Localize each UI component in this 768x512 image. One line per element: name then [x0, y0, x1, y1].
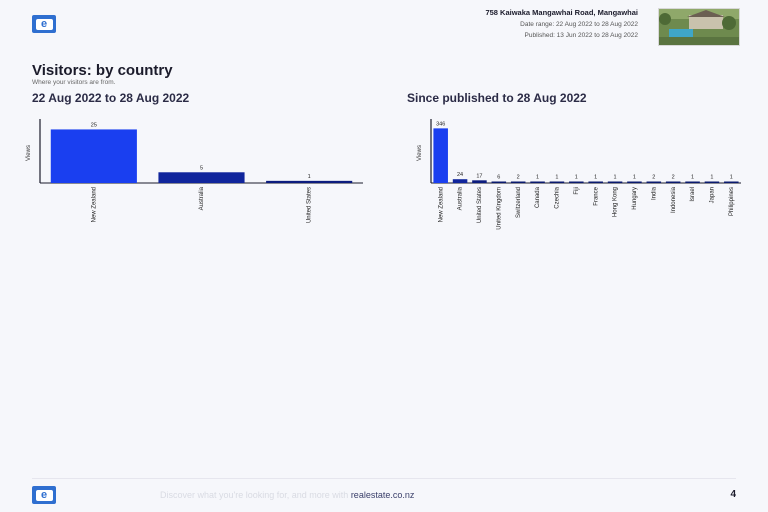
data-label-new-zealand: 346	[436, 121, 445, 127]
bar-hong-kong	[607, 181, 623, 183]
tick-label-new-zealand: New Zealand	[91, 187, 97, 222]
published-range: Published: 13 Jun 2022 to 28 Aug 2022	[524, 32, 638, 39]
bar-indonesia	[665, 181, 681, 183]
footer-divider	[32, 478, 736, 479]
data-label-canada: 1	[536, 175, 539, 181]
data-label-new-zealand: 25	[91, 122, 97, 128]
footer-logo-icon[interactable]: e	[32, 486, 56, 504]
data-label-israel: 1	[691, 175, 694, 181]
bar-australia	[158, 172, 245, 183]
tick-label-australia: Australia	[199, 186, 205, 210]
bar-france	[588, 181, 603, 183]
tick-label-hungary: Hungary	[632, 187, 638, 210]
chart-title-recent: 22 Aug 2022 to 28 Aug 2022	[32, 91, 190, 105]
date-range: Date range: 22 Aug 2022 to 28 Aug 2022	[520, 21, 638, 28]
tick-label-fiji: Fiji	[574, 187, 580, 195]
logo-glyph: e	[40, 488, 48, 501]
bar-canada	[530, 181, 545, 183]
section-title: Visitors: by country	[32, 62, 173, 79]
bar-czechia	[549, 181, 565, 183]
data-label-united-states: 17	[476, 173, 482, 179]
bar-new-zealand	[433, 128, 448, 183]
data-label-australia: 24	[457, 172, 463, 178]
bar-hungary	[627, 181, 642, 183]
bar-japan	[704, 181, 720, 183]
property-address: 758 Kaiwaka Mangawhai Road, Mangawhai	[485, 8, 638, 17]
bar-new-zealand	[50, 129, 137, 183]
tick-label-france: France	[593, 186, 599, 205]
bar-united-kingdom	[491, 181, 507, 183]
logo-inner: e	[35, 488, 53, 501]
footer-site-link[interactable]: realestate.co.nz	[350, 490, 415, 500]
data-label-france: 1	[594, 175, 597, 181]
property-photo	[658, 8, 740, 46]
data-label-switzerland: 2	[517, 175, 520, 181]
logo-glyph: e	[40, 17, 48, 30]
data-label-hong-kong: 1	[614, 175, 617, 181]
bar-switzerland	[510, 181, 526, 183]
bar-india	[646, 181, 662, 183]
tick-label-czechia: Czechia	[555, 186, 561, 208]
bar-philippines	[724, 181, 739, 183]
data-label-philippines: 1	[730, 175, 733, 181]
data-label-india: 2	[652, 175, 655, 181]
data-label-hungary: 1	[633, 175, 636, 181]
tick-label-new-zealand: New Zealand	[438, 187, 444, 222]
page-number: 4	[730, 489, 736, 500]
tick-label-united-states: United States	[307, 187, 313, 223]
tick-label-indonesia: Indonesia	[671, 186, 677, 213]
tick-label-switzerland: Switzerland	[516, 187, 522, 218]
footer-tagline-text: Discover what you're looking for, and mo…	[160, 490, 351, 500]
views-by-country-recent-chart: Views 25 New Zealand 5 Australia 1 United Stat…	[26, 108, 368, 238]
data-label-australia: 5	[200, 165, 203, 171]
data-label-united-kingdom: 6	[497, 175, 500, 181]
data-label-united-states: 1	[308, 174, 311, 180]
bar-australia	[452, 179, 468, 183]
data-label-japan: 1	[710, 175, 713, 181]
views-by-country-since-published-chart: Views 346 New Zealand 24 Australia 17 United S…	[405, 108, 750, 238]
bar-fiji	[569, 181, 584, 183]
tick-label-israel: Israel	[690, 187, 696, 202]
chart-title-since-published: Since published to 28 Aug 2022	[407, 91, 587, 105]
tick-label-united-kingdom: United Kingdom	[496, 187, 502, 230]
footer-tagline: Discover what you're looking for, and mo…	[160, 490, 414, 500]
header-logo-icon[interactable]: e	[32, 15, 56, 33]
data-label-indonesia: 2	[672, 175, 675, 181]
tick-label-philippines: Philippines	[729, 187, 735, 216]
property-info: 758 Kaiwaka Mangawhai Road, Mangawhai Da…	[485, 8, 638, 39]
bar-israel	[685, 181, 700, 183]
tick-label-japan: Japan	[710, 187, 716, 203]
bar-united-states	[266, 180, 353, 183]
y-axis-label: Views	[26, 145, 32, 161]
y-axis-label: Views	[417, 145, 423, 161]
chart-svg: Views 25 New Zealand 5 Australia 1 United Stat…	[26, 119, 363, 223]
bar-united-states	[472, 180, 487, 183]
section-subtitle: Where your visitors are from.	[32, 79, 116, 86]
tick-label-united-states: United States	[477, 187, 483, 223]
data-label-fiji: 1	[575, 175, 578, 181]
chart-svg: Views 346 New Zealand 24 Australia 17 United S…	[417, 119, 741, 230]
logo-inner: e	[35, 17, 53, 30]
tick-label-australia: Australia	[458, 186, 464, 210]
tick-label-canada: Canada	[535, 186, 541, 208]
data-label-czechia: 1	[555, 175, 558, 181]
tick-label-india: India	[651, 186, 657, 200]
tick-label-hong-kong: Hong Kong	[613, 187, 619, 217]
